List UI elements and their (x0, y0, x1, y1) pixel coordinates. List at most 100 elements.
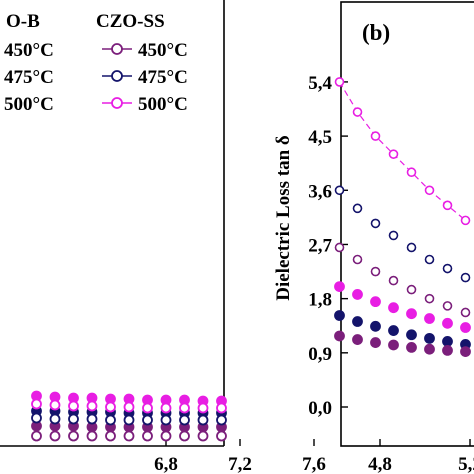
panel-b-y-tick-label: 3,6 (308, 181, 332, 202)
panel-a-point-ss-500 (142, 402, 153, 414)
panel-b-point-b-450 (406, 342, 417, 353)
panel-b-point-ss-450 (352, 254, 363, 265)
panel-b-point-b-450 (370, 337, 381, 348)
panel-b-point-b-500 (442, 317, 453, 329)
panel-b-series (334, 77, 471, 358)
panel-b-point-b-475 (442, 335, 453, 347)
panel-b-point-ss-500 (442, 200, 453, 211)
panel-a-point-ss-450 (142, 430, 153, 442)
panel-b-point-ss-500 (406, 167, 417, 178)
panel-b-point-b-450 (388, 339, 399, 351)
panel-b-y-axis-label: Dielectric Loss tan δ (273, 135, 294, 301)
panel-a-point-ss-500 (105, 401, 116, 413)
panel-b-point-ss-500 (460, 215, 471, 226)
panel-b-x-tick-label: 4,8 (368, 454, 392, 474)
panel-b-point-ss-475 (442, 263, 453, 274)
panel-a-point-ss-500 (68, 400, 79, 412)
legend-b-450-label: 450°C (4, 40, 54, 61)
panel-a-point-ss-475 (105, 414, 116, 426)
panel-b-point-ss-450 (406, 284, 417, 295)
panel-b-x-tick-label: 5,2 (458, 454, 474, 474)
panel-b-y-tick-label: 0,9 (308, 344, 332, 365)
panel-a-point-ss-475 (197, 414, 209, 426)
panel-b-point-ss-500 (370, 131, 381, 141)
panel-b-point-b-500 (460, 322, 471, 333)
panel-b-point-b-475 (424, 332, 435, 344)
panel-a-point-ss-500 (86, 400, 98, 412)
panel-b-x-ticks: 4,8 5,2 (368, 439, 474, 474)
panel-a-point-ss-475 (123, 414, 135, 426)
legend-group-ss-title: CZO-SS (96, 11, 165, 32)
panel-a-point-ss-475 (86, 413, 98, 425)
panel-b-point-b-475 (406, 329, 417, 341)
panel-a-x-tick-label: 7,2 (228, 454, 252, 474)
panel-b-point-ss-475 (460, 272, 471, 283)
legend-b-500-label: 500°C (4, 94, 54, 115)
panel-a-point-ss-450 (216, 430, 227, 442)
panel-b-point-ss-500 (334, 77, 345, 87)
panel-b-point-ss-475 (388, 230, 399, 241)
legend-ss-500-label: 500°C (138, 94, 188, 115)
legend-ss-475-marker (111, 70, 123, 82)
panel-b-point-b-500 (334, 281, 345, 292)
legend-b-475-label: 475°C (4, 67, 54, 88)
panel-a-series (31, 390, 227, 442)
panel-b-point-b-475 (352, 316, 363, 327)
panel-b-label: (b) (362, 20, 390, 45)
panel-b-point-ss-450 (370, 266, 381, 277)
legend-ss-450-label: 450°C (138, 40, 188, 61)
panel-b-point-ss-500 (388, 149, 399, 159)
legend-ss-475-label: 475°C (138, 67, 188, 88)
panel-b: (b) Dielectric Loss tan δ 0,0 0,9 1,8 2,7 3,… (273, 1, 474, 474)
panel-a-point-ss-450 (49, 430, 61, 442)
panel-a-point-ss-500 (216, 402, 227, 414)
panel-a-point-ss-500 (123, 401, 135, 413)
panel-a-x-tick-label: 7,6 (302, 454, 326, 474)
panel-b-point-ss-475 (334, 185, 345, 196)
panel-b-point-b-475 (334, 310, 345, 321)
panel-b-point-b-450 (352, 334, 363, 345)
panel-b-point-ss-475 (370, 218, 381, 229)
panel-b-point-ss-450 (388, 275, 399, 286)
legend-ss-450-marker (111, 43, 123, 55)
panel-b-y-tick-label: 4,5 (308, 127, 332, 148)
panel-a-point-ss-475 (160, 414, 172, 426)
panel-b-point-ss-450 (442, 301, 453, 311)
panel-a-point-ss-450 (31, 430, 42, 442)
panel-b-point-b-450 (460, 346, 471, 358)
panel-b-point-ss-475 (424, 254, 435, 265)
panel-b-point-b-450 (442, 345, 453, 356)
panel-b-y-ticks: 0,0 0,9 1,8 2,7 3,6 4,5 5,4 (308, 73, 348, 419)
panel-b-point-ss-475 (352, 203, 363, 214)
panel-a-point-ss-450 (68, 430, 79, 442)
panel-b-point-b-450 (424, 343, 435, 355)
panel-a-point-ss-475 (142, 414, 153, 426)
panel-a-point-ss-500 (179, 402, 190, 414)
panel-b-point-b-500 (388, 302, 399, 314)
panel-b-y-tick-label: 2,7 (308, 235, 332, 256)
panel-a-point-ss-475 (179, 414, 190, 426)
panel-b-point-b-500 (406, 308, 417, 320)
panel-b-y-tick-label: 1,8 (308, 290, 332, 311)
panel-b-y-tick-label: 0,0 (308, 398, 332, 419)
panel-b-point-b-500 (424, 313, 435, 324)
panel-a-point-ss-450 (86, 430, 98, 442)
panel-b-point-b-475 (370, 320, 381, 332)
panel-b-point-ss-500 (424, 185, 435, 196)
panel-a-x-tick-label: 6,8 (154, 454, 178, 474)
panel-b-point-ss-450 (424, 293, 435, 304)
panel-b-point-ss-450 (334, 242, 345, 253)
panel-a-point-ss-450 (105, 430, 116, 442)
panel-b-point-b-475 (388, 325, 399, 336)
legend-group-b-title: O-B (6, 11, 40, 32)
panel-a-point-ss-450 (123, 430, 135, 442)
panel-b-frame (340, 1, 474, 447)
panel-b-point-ss-450 (460, 307, 471, 318)
panel-a-point-ss-500 (31, 398, 42, 410)
panel-a: 6,8 7,2 7,6 O-B CZO-SS 450°C 475°C 500°C 4… (0, 0, 326, 474)
panel-b-point-b-500 (352, 289, 363, 300)
panel-a-point-ss-500 (197, 402, 209, 414)
panel-a-point-ss-450 (160, 430, 172, 442)
panel-b-point-ss-500 (352, 107, 363, 117)
